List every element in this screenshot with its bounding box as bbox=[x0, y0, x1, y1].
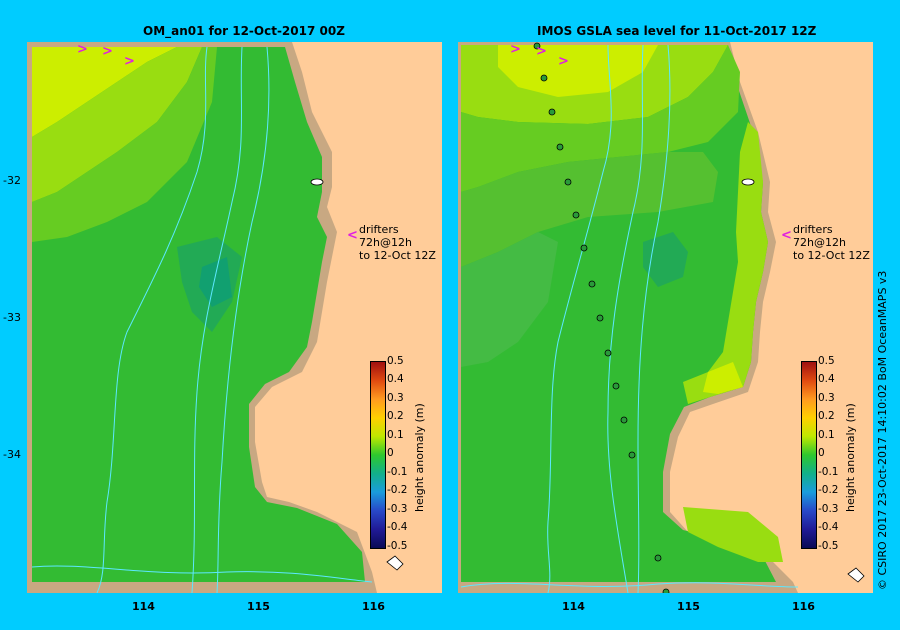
lon-label-116-left: 116 bbox=[362, 600, 385, 613]
cbar-tick: -0.1 bbox=[387, 466, 408, 478]
right-colorbar bbox=[801, 361, 817, 549]
lon-label-114-right: 114 bbox=[562, 600, 585, 613]
lon-label-115-right: 115 bbox=[677, 600, 700, 613]
left-map: > > > < drifters 72h@12h to 12-Oct 12Z 0… bbox=[27, 42, 442, 593]
cbar-tick: -0.5 bbox=[818, 540, 839, 552]
lat-label-34: -34 bbox=[3, 448, 21, 461]
cbar-tick: 0.3 bbox=[818, 392, 835, 404]
lat-label-33: -33 bbox=[3, 311, 21, 324]
drifter-arrow: > bbox=[124, 54, 135, 69]
cbar-tick: -0.3 bbox=[387, 503, 408, 515]
cbar-tick: 0.5 bbox=[818, 355, 835, 367]
lon-label-116-right: 116 bbox=[792, 600, 815, 613]
cbar-tick: -0.4 bbox=[818, 521, 839, 533]
drifters-note: drifters 72h@12h to 12-Oct 12Z bbox=[359, 223, 442, 262]
cbar-tick: 0.4 bbox=[387, 373, 404, 385]
cbar-tick: 0.2 bbox=[387, 410, 404, 422]
cbar-tick: -0.4 bbox=[387, 521, 408, 533]
cbar-tick: -0.2 bbox=[818, 484, 839, 496]
left-colorbar bbox=[370, 361, 386, 549]
cbar-tick: 0 bbox=[818, 447, 825, 459]
drifter-arrow: > bbox=[102, 44, 113, 59]
drifter-arrow: > bbox=[536, 44, 547, 59]
drifter-arrow: > bbox=[510, 42, 521, 57]
cbar-tick: -0.1 bbox=[818, 466, 839, 478]
drifter-arrow: < bbox=[781, 228, 792, 243]
colorbar-label: height anomaly (m) bbox=[844, 403, 857, 512]
cbar-tick: -0.3 bbox=[818, 503, 839, 515]
cbar-tick: 0.1 bbox=[818, 429, 835, 441]
cbar-tick: 0.3 bbox=[387, 392, 404, 404]
colorbar-label: height anomaly (m) bbox=[413, 403, 426, 512]
drifters-note-line1: drifters 72h@12h bbox=[359, 223, 412, 249]
cbar-tick: 0.1 bbox=[387, 429, 404, 441]
right-map: > > > < drifters 72h@12h to 12-Oct 12Z 0… bbox=[458, 42, 873, 593]
cbar-tick: -0.2 bbox=[387, 484, 408, 496]
drifters-note-line2: to 12-Oct 12Z bbox=[359, 249, 436, 262]
right-map-title: IMOS GSLA sea level for 11-Oct-2017 12Z bbox=[537, 24, 817, 38]
cbar-tick: 0 bbox=[387, 447, 394, 459]
cbar-tick: 0.2 bbox=[818, 410, 835, 422]
cbar-tick: 0.5 bbox=[387, 355, 404, 367]
drifter-arrow: < bbox=[347, 228, 358, 243]
drifters-note: drifters 72h@12h to 12-Oct 12Z bbox=[793, 223, 873, 262]
drifter-arrow: > bbox=[77, 42, 88, 57]
lon-label-114-left: 114 bbox=[132, 600, 155, 613]
drifter-arrow: > bbox=[558, 54, 569, 69]
drifters-note-line2: to 12-Oct 12Z bbox=[793, 249, 870, 262]
cbar-tick: 0.4 bbox=[818, 373, 835, 385]
left-map-title: OM_an01 for 12-Oct-2017 00Z bbox=[143, 24, 345, 38]
drifters-note-line1: drifters 72h@12h bbox=[793, 223, 846, 249]
lat-label-32: -32 bbox=[3, 174, 21, 187]
credit-text: © CSIRO 2017 23-Oct-2017 14:10:02 BoM Oc… bbox=[876, 270, 889, 590]
lon-label-115-left: 115 bbox=[247, 600, 270, 613]
left-map-field bbox=[27, 42, 442, 593]
cbar-tick: -0.5 bbox=[387, 540, 408, 552]
